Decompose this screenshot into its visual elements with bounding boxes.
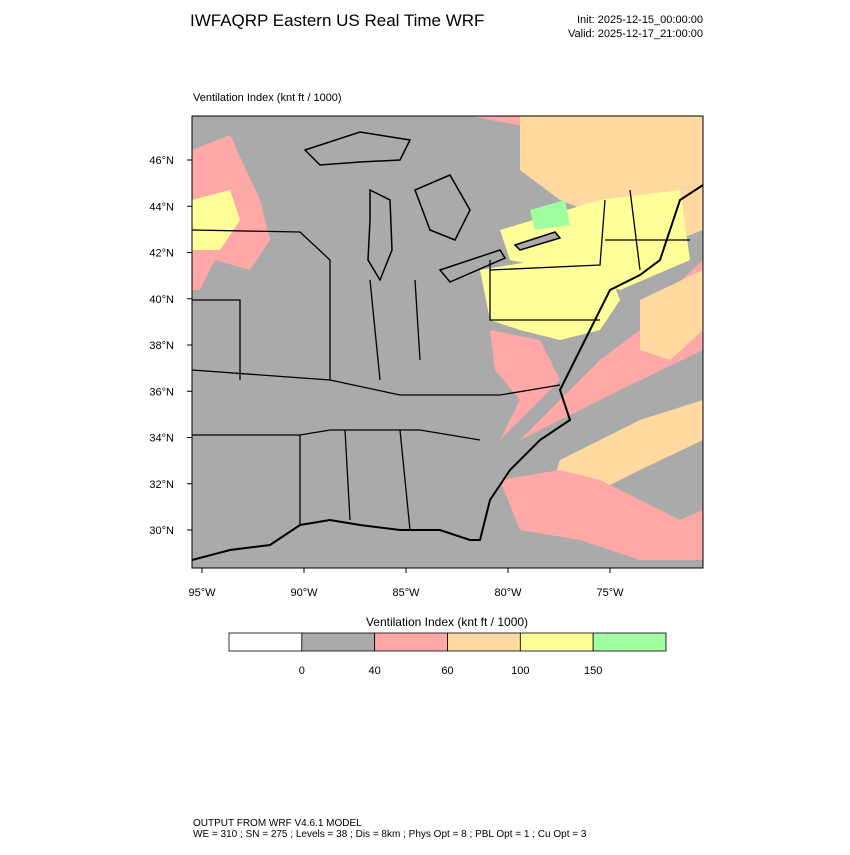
title: IWFAQRP Eastern US Real Time WRF (190, 11, 484, 30)
colorbar: 0 40 60 100 150 (228, 632, 667, 677)
lon-label: 80°W (494, 587, 522, 599)
lat-axis: 46°N 44°N 42°N 40°N 38°N 36°N 34°N 32°N 30°N (149, 155, 192, 537)
colorbar-box (519, 632, 594, 652)
lat-label: 34°N (149, 433, 174, 445)
colorbar-box (228, 632, 303, 652)
init-time: Init: 2025-12-15_00:00:00 (577, 14, 703, 26)
lat-label: 46°N (149, 155, 174, 167)
panel-label: Ventilation Index (knt ft / 1000) (193, 92, 342, 104)
lon-label: 75°W (596, 587, 624, 599)
colorbar-label: 0 (299, 665, 305, 677)
colorbar-box (374, 632, 448, 652)
lon-label: 85°W (392, 587, 420, 599)
footer-line: WE = 310 ; SN = 275 ; Levels = 38 ; Dis … (193, 829, 587, 840)
lat-label: 40°N (149, 294, 174, 306)
colorbar-box (447, 632, 521, 652)
lat-label: 32°N (149, 479, 174, 491)
colorbar-box (301, 632, 376, 652)
colorbar-box (592, 632, 667, 652)
colorbar-label: 100 (511, 665, 529, 677)
colorbar-title: Ventilation Index (knt ft / 1000) (366, 615, 528, 629)
map: 46°N 44°N 42°N 40°N 38°N 36°N 34°N 32°N 30°N 95°… (149, 115, 704, 599)
lon-label: 95°W (188, 587, 216, 599)
lat-label: 30°N (149, 525, 174, 537)
footer-line: OUTPUT FROM WRF V4.6.1 MODEL (193, 818, 362, 829)
colorbar-label: 60 (441, 665, 453, 677)
colorbar-label: 40 (369, 665, 381, 677)
lat-label: 44°N (149, 201, 174, 213)
lat-label: 38°N (149, 340, 174, 352)
lon-axis: 95°W 90°W 85°W 80°W 75°W (188, 568, 624, 599)
valid-time: Valid: 2025-12-17_21:00:00 (568, 28, 703, 40)
lat-label: 36°N (149, 386, 174, 398)
lon-label: 90°W (290, 587, 318, 599)
lat-label: 42°N (149, 248, 174, 260)
colorbar-label: 150 (584, 665, 602, 677)
